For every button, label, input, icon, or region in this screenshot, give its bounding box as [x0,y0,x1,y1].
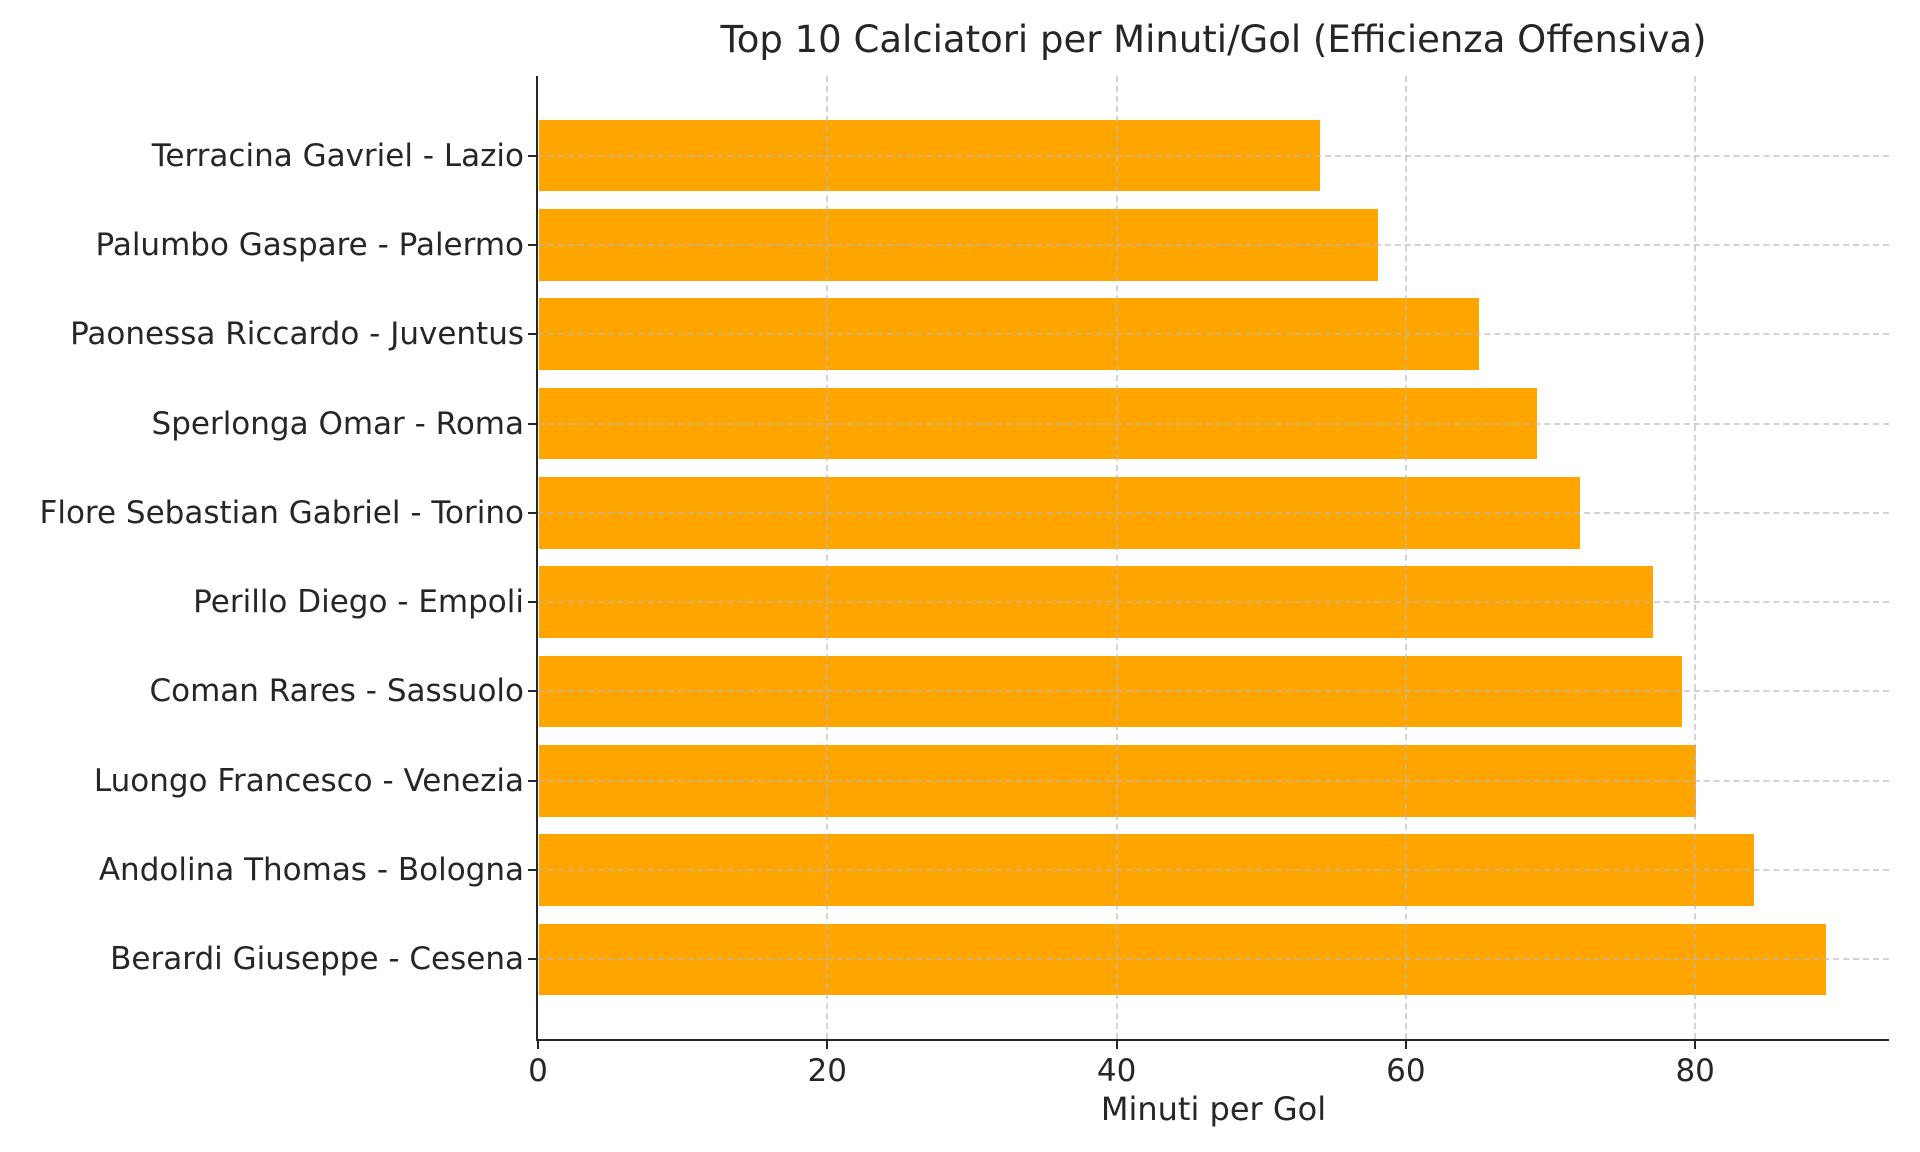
gridline-h [538,958,1889,961]
y-tick-label: Berardi Giuseppe - Cesena [110,941,524,978]
gridline-h [538,869,1889,872]
y-tick-mark [528,779,536,782]
gridline-h [538,779,1889,782]
gridline-h [538,154,1889,157]
chart-title: Top 10 Calciatori per Minuti/Gol (Effici… [720,18,1707,61]
gridline-v [1694,76,1697,1039]
x-tick-mark [1115,1041,1118,1049]
x-axis-label: Minuti per Gol [1100,1090,1327,1128]
x-axis-spine [536,1039,1889,1041]
y-tick-label: Flore Sebastian Gabriel - Torino [39,494,524,531]
x-tick-label: 60 [1386,1053,1426,1089]
y-tick-label: Luongo Francesco - Venezia [93,762,524,799]
y-tick-label: Coman Rares - Sassuolo [149,673,524,710]
gridline-h [538,243,1889,246]
y-tick-mark [528,243,536,246]
y-tick-mark [528,422,536,425]
y-tick-label: Palumbo Gaspare - Palermo [95,226,524,263]
y-tick-mark [528,601,536,604]
gridline-h [538,690,1889,693]
gridline-h [538,333,1889,336]
gridline-v [1115,76,1118,1039]
y-tick-label: Paonessa Riccardo - Juventus [70,316,524,353]
gridline-h [538,511,1889,514]
y-tick-mark [528,511,536,514]
y-tick-label: Terracina Gavriel - Lazio [151,137,524,174]
x-tick-mark [1694,1041,1697,1049]
x-tick-mark [826,1041,829,1049]
y-tick-mark [528,869,536,872]
gridline-h [538,422,1889,425]
x-tick-label: 20 [807,1053,847,1089]
y-axis-spine [536,76,538,1041]
gridline-h [538,601,1889,604]
x-tick-mark [537,1041,539,1049]
x-tick-mark [1404,1041,1407,1049]
y-tick-mark [528,154,536,157]
y-tick-label: Sperlonga Omar - Roma [151,405,524,442]
gridline-v [826,76,829,1039]
gridline-v [1404,76,1407,1039]
y-tick-label: Andolina Thomas - Bologna [98,852,524,889]
y-tick-mark [528,690,536,693]
y-tick-mark [528,958,536,961]
y-tick-mark [528,333,536,336]
x-tick-label: 80 [1675,1053,1715,1089]
y-tick-label: Perillo Diego - Empoli [193,584,524,621]
x-tick-label: 0 [528,1053,548,1089]
x-tick-label: 40 [1096,1053,1137,1089]
